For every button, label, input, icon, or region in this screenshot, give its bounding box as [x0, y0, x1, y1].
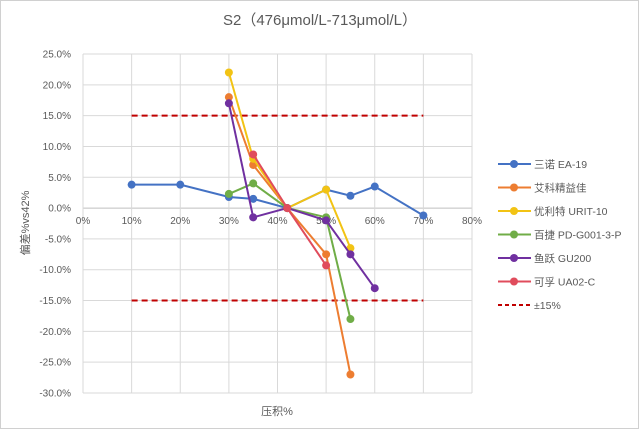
- series-line: [227, 103, 376, 289]
- data-point: [249, 213, 258, 222]
- data-point: [224, 99, 233, 108]
- data-point: [370, 284, 379, 293]
- data-point: [346, 315, 355, 324]
- data-point: [224, 93, 233, 102]
- legend-entry: 优利特 URIT-10: [534, 205, 608, 218]
- legend-marker: [510, 230, 518, 239]
- legend-marker: [510, 160, 518, 168]
- data-point: [283, 204, 292, 213]
- y-tick-label: -5.0%: [45, 234, 71, 245]
- x-tick-label: 10%: [122, 216, 142, 227]
- x-tick-label: 60%: [365, 216, 385, 227]
- data-point: [322, 185, 331, 194]
- data-point: [346, 191, 355, 200]
- legend-marker: [510, 254, 518, 262]
- data-point: [249, 150, 258, 159]
- y-tick-label: 20.0%: [43, 80, 71, 91]
- data-point: [249, 194, 258, 203]
- x-tick-label: 70%: [413, 216, 433, 227]
- y-tick-label: 0.0%: [48, 204, 71, 215]
- legend-entry: ±15%: [534, 300, 561, 312]
- data-point: [370, 182, 379, 191]
- y-axis-label: 偏差%vs42%: [18, 190, 32, 255]
- data-point: [322, 261, 331, 270]
- data-point: [249, 179, 258, 188]
- data-point: [322, 250, 331, 259]
- data-point: [346, 370, 355, 379]
- y-tick-label: -30.0%: [39, 389, 71, 400]
- data-point: [419, 211, 428, 220]
- x-tick-label: 20%: [170, 216, 190, 227]
- y-tick-label: 5.0%: [48, 173, 71, 184]
- x-tick-label: 30%: [219, 216, 239, 227]
- data-point: [346, 250, 355, 259]
- legend-entry: 鱼跃 GU200: [534, 252, 591, 265]
- y-tick-label: -15.0%: [39, 296, 71, 307]
- legend-entry: 可孚 UA02-C: [534, 277, 596, 289]
- data-point: [224, 189, 233, 198]
- x-tick-label: 0%: [76, 216, 91, 227]
- legend-marker: [510, 183, 518, 192]
- legend-marker: [510, 277, 518, 286]
- legend-entry: 百捷 PD-G001-3-P: [534, 229, 622, 242]
- data-point: [127, 180, 136, 189]
- x-tick-label: 80%: [462, 216, 482, 227]
- y-tick-label: -10.0%: [39, 265, 71, 276]
- chart-title: S2（476μmol/L-713μmol/L）: [223, 12, 417, 29]
- legend-entry: 三诺 EA-19: [534, 159, 587, 171]
- y-tick-label: 25.0%: [43, 50, 71, 61]
- y-tick-label: -20.0%: [39, 327, 71, 338]
- legend-marker: [510, 207, 518, 215]
- data-point: [176, 180, 185, 189]
- y-tick-label: -25.0%: [39, 358, 71, 369]
- x-tick-label: 40%: [267, 216, 287, 227]
- x-axis-label: 压积%: [261, 405, 293, 418]
- y-tick-label: 15.0%: [43, 111, 71, 122]
- legend-entry: 艾科精益佳: [534, 182, 587, 195]
- data-point: [224, 68, 233, 77]
- y-tick-label: 10.0%: [43, 142, 71, 153]
- data-point: [322, 216, 331, 225]
